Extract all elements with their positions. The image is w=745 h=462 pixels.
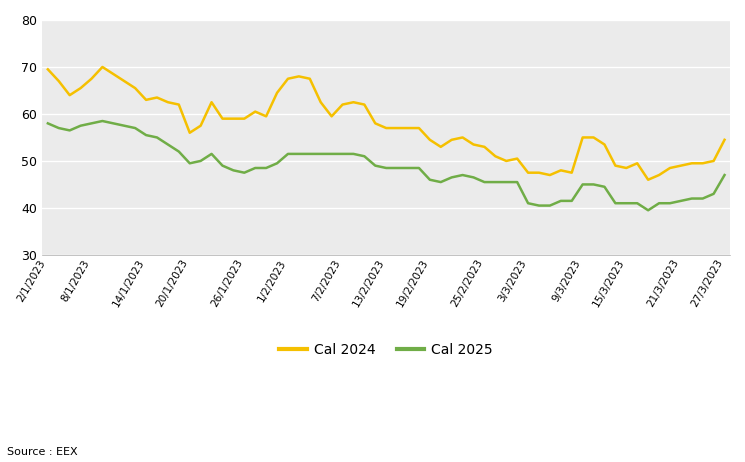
Legend: Cal 2024, Cal 2025: Cal 2024, Cal 2025 [274, 337, 498, 362]
Text: Source : EEX: Source : EEX [7, 447, 78, 457]
